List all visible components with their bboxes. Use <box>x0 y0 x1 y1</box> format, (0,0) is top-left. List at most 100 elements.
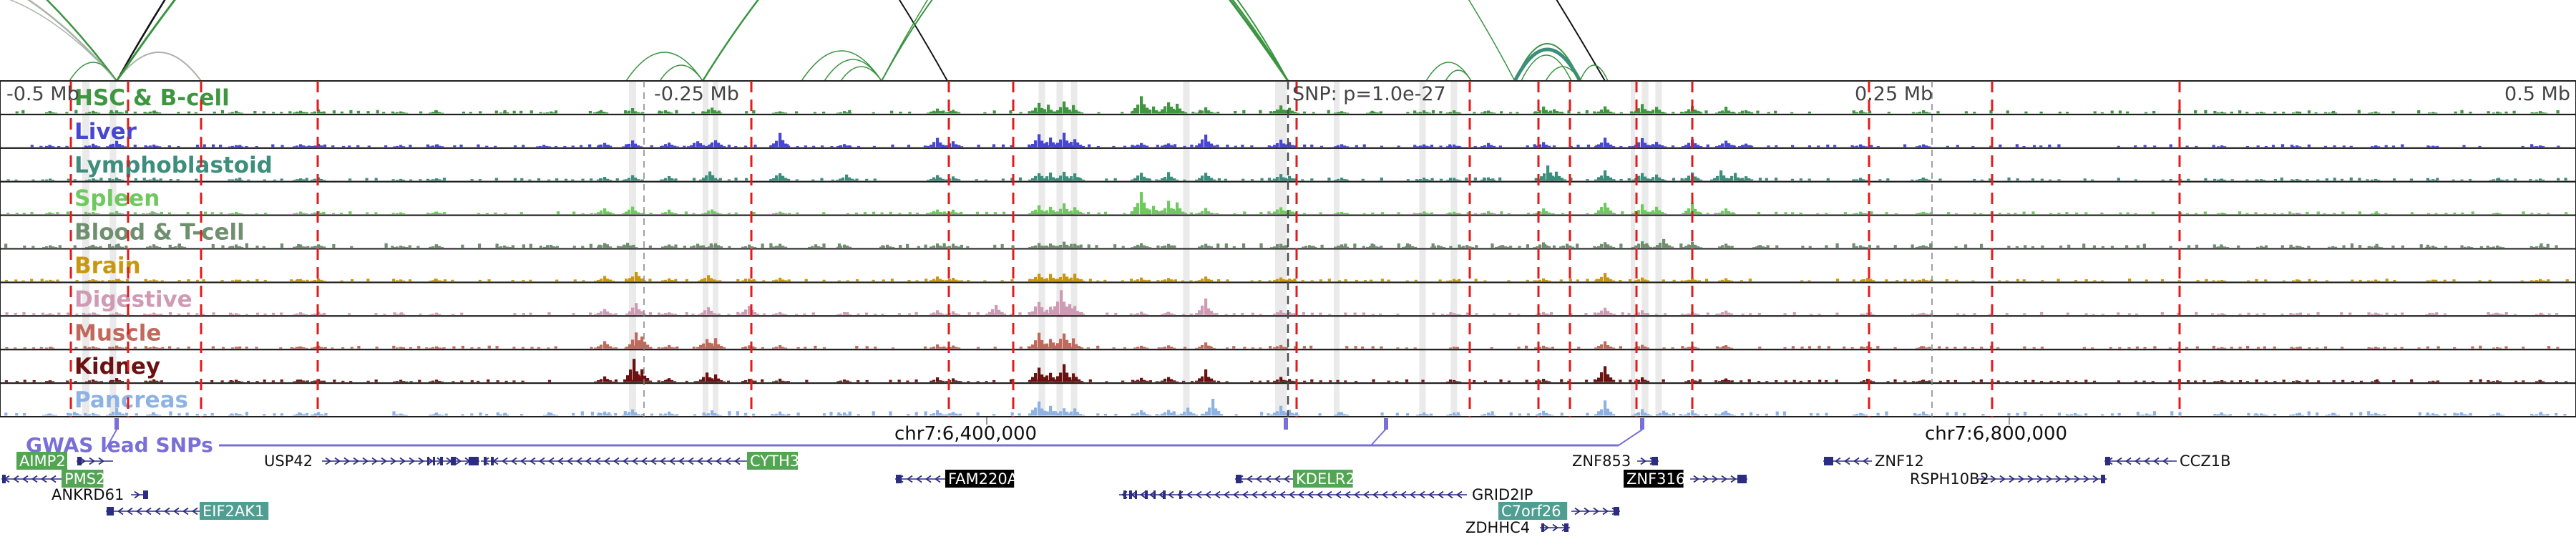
signal-bar <box>1210 347 1214 349</box>
signal-bar <box>1518 246 1521 248</box>
strand-arrow-icon <box>1297 490 1304 499</box>
signal-bar <box>1133 380 1137 382</box>
signal-bar <box>23 347 26 349</box>
signal-bar <box>945 145 949 147</box>
strand-arrow-icon <box>163 507 170 516</box>
signal-bar <box>240 415 244 416</box>
signal-bar <box>1606 374 1610 382</box>
signal-bar <box>1911 244 1914 248</box>
signal-bar <box>650 413 654 416</box>
signal-bar <box>431 280 435 281</box>
signal-bar <box>2547 213 2550 215</box>
signal-bar <box>550 111 553 114</box>
signal-bar <box>955 144 958 147</box>
signal-bar <box>2374 347 2378 349</box>
signal-bar <box>118 412 122 416</box>
signal-bar <box>1715 314 1719 315</box>
signal-bar <box>2220 379 2224 382</box>
signal-bar <box>5 312 9 315</box>
signal-bar <box>753 380 757 382</box>
signal-bar <box>1507 380 1511 382</box>
signal-bar <box>625 112 628 114</box>
signal-bar <box>1273 380 1277 382</box>
signal-bar <box>118 179 122 181</box>
signal-bar <box>231 380 235 382</box>
signal-bar <box>313 380 317 382</box>
signal-bar <box>794 111 799 114</box>
signal-bar <box>1413 110 1417 114</box>
signal-bar <box>442 347 446 349</box>
signal-bar <box>1825 412 1828 416</box>
signal-bar <box>1721 279 1724 281</box>
signal-bar <box>1600 207 1604 215</box>
signal-bar <box>1170 347 1174 349</box>
signal-bar <box>2462 145 2466 147</box>
signal-bar <box>313 347 317 349</box>
signal-bar <box>1612 112 1616 114</box>
signal-bar <box>976 312 980 315</box>
signal-bar <box>1922 177 1926 181</box>
signal-bar <box>1499 379 1503 382</box>
signal-bar <box>1860 347 1863 349</box>
signal-bar <box>2487 311 2490 315</box>
signal-bar <box>1031 279 1035 281</box>
signal-bar <box>94 280 98 281</box>
signal-bar <box>1865 213 1868 215</box>
signal-bar <box>323 381 326 382</box>
signal-bar <box>146 146 150 147</box>
signal-bar <box>405 415 409 416</box>
signal-bar <box>235 178 238 181</box>
signal-bar <box>1853 246 1856 248</box>
signal-bar <box>1637 312 1641 315</box>
signal-bar <box>1226 145 1229 147</box>
signal-bar <box>426 178 429 181</box>
signal-bar <box>2380 247 2384 248</box>
signal-bar <box>594 314 597 315</box>
signal-bar <box>1082 145 1085 147</box>
signal-bar <box>2217 347 2220 349</box>
signal-bar <box>1072 373 1075 382</box>
signal-bar <box>88 280 92 281</box>
signal-bar <box>1097 112 1101 114</box>
signal-bar <box>429 112 432 114</box>
signal-bar <box>2273 179 2278 181</box>
signal-bar <box>435 346 439 349</box>
signal-bar <box>839 112 843 114</box>
signal-bar <box>1922 211 1926 215</box>
signal-bar <box>997 309 1001 315</box>
signal-bar <box>603 243 607 248</box>
signal-bar <box>1340 111 1344 114</box>
signal-bar <box>1689 245 1692 248</box>
signal-bar <box>441 246 444 248</box>
signal-bar <box>149 246 152 248</box>
signal-bar <box>1862 179 1865 181</box>
signal-bar <box>2040 311 2044 315</box>
signal-bar <box>479 111 482 114</box>
signal-bar <box>769 145 773 147</box>
signal-bar <box>1721 245 1724 248</box>
signal-bar <box>174 246 177 248</box>
signal-bar <box>54 415 58 416</box>
signal-bar <box>1973 178 1976 181</box>
signal-bar <box>1439 111 1443 114</box>
signal-bar <box>2177 312 2180 315</box>
signal-bar <box>960 244 964 248</box>
signal-bar <box>2214 112 2218 114</box>
signal-bar <box>2134 145 2137 147</box>
signal-bar <box>1163 378 1167 382</box>
strand-arrow-icon <box>134 490 141 499</box>
signal-bar <box>1038 274 1041 281</box>
signal-bar <box>2469 112 2472 114</box>
signal-bar <box>670 178 674 181</box>
signal-bar <box>2212 345 2215 349</box>
signal-bar <box>149 414 152 416</box>
signal-bar <box>772 112 776 114</box>
signal-bar <box>1791 212 1795 215</box>
signal-bar <box>1659 412 1662 416</box>
strand-arrow-icon <box>2115 457 2122 465</box>
signal-bar <box>784 112 788 114</box>
signal-bar <box>2134 179 2137 181</box>
signal-bar <box>115 345 119 349</box>
signal-bar <box>1656 245 1659 248</box>
signal-bar <box>2280 213 2284 215</box>
